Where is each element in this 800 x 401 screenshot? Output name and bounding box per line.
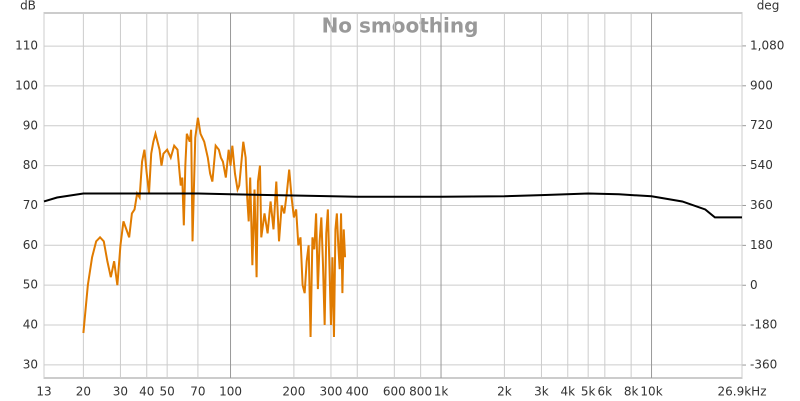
x-tick-label: 6k (598, 385, 613, 399)
x-tick-label: 8k (624, 385, 639, 399)
x-tick-label: 30 (113, 385, 128, 399)
y-tick-label: 70 (23, 198, 38, 212)
y-tick-label: 40 (23, 318, 38, 332)
y-tick-label: 80 (23, 158, 38, 172)
x-tick-label: 400 (346, 385, 369, 399)
x-tick-label: 300 (320, 385, 343, 399)
y-axis-label: dB (20, 0, 36, 13)
x-tick-label: 50 (160, 385, 175, 399)
x-tick-label: 40 (139, 385, 154, 399)
y-tick-label: 60 (23, 238, 38, 252)
x-tick-label: 5k (581, 385, 596, 399)
y-tick-label: 100 (15, 78, 38, 92)
y2-tick-label: 360 (750, 198, 773, 212)
x-tick-label: 3k (534, 385, 549, 399)
x-tick-label: 600 (383, 385, 406, 399)
line-series (82, 117, 347, 337)
line-series (43, 192, 742, 219)
y2-tick-label: -360 (750, 358, 777, 372)
y-tick-label: 50 (23, 278, 38, 292)
x-tick-label: 100 (219, 385, 242, 399)
x-tick-label: 4k (560, 385, 575, 399)
x-tick-label: 200 (282, 385, 305, 399)
x-tick-label: 20 (76, 385, 91, 399)
y2-tick-label: 540 (750, 158, 773, 172)
y2-tick-label: 1,080 (750, 38, 784, 52)
y-tick-label: 90 (23, 118, 38, 132)
y-tick-label: 30 (23, 357, 38, 371)
y2-axis-label: deg (757, 0, 780, 13)
x-tick-label: 13 (36, 385, 51, 399)
x-tick-label: 10k (640, 385, 662, 399)
x-tick-label: 800 (409, 385, 432, 399)
y2-tick-label: -180 (750, 318, 777, 332)
y-tick-label: 110 (15, 39, 38, 53)
y2-tick-label: 900 (750, 78, 773, 92)
y2-tick-label: 180 (750, 238, 773, 252)
x-tick-label: 1k (434, 385, 449, 399)
y2-tick-label: 720 (750, 118, 773, 132)
y2-tick-label: 0 (750, 278, 758, 292)
x-tick-label: 2k (497, 385, 512, 399)
chart-title: No smoothing (322, 14, 479, 38)
x-tick-label: 70 (190, 385, 205, 399)
x-tick-label: 26.9kHz (718, 385, 767, 399)
